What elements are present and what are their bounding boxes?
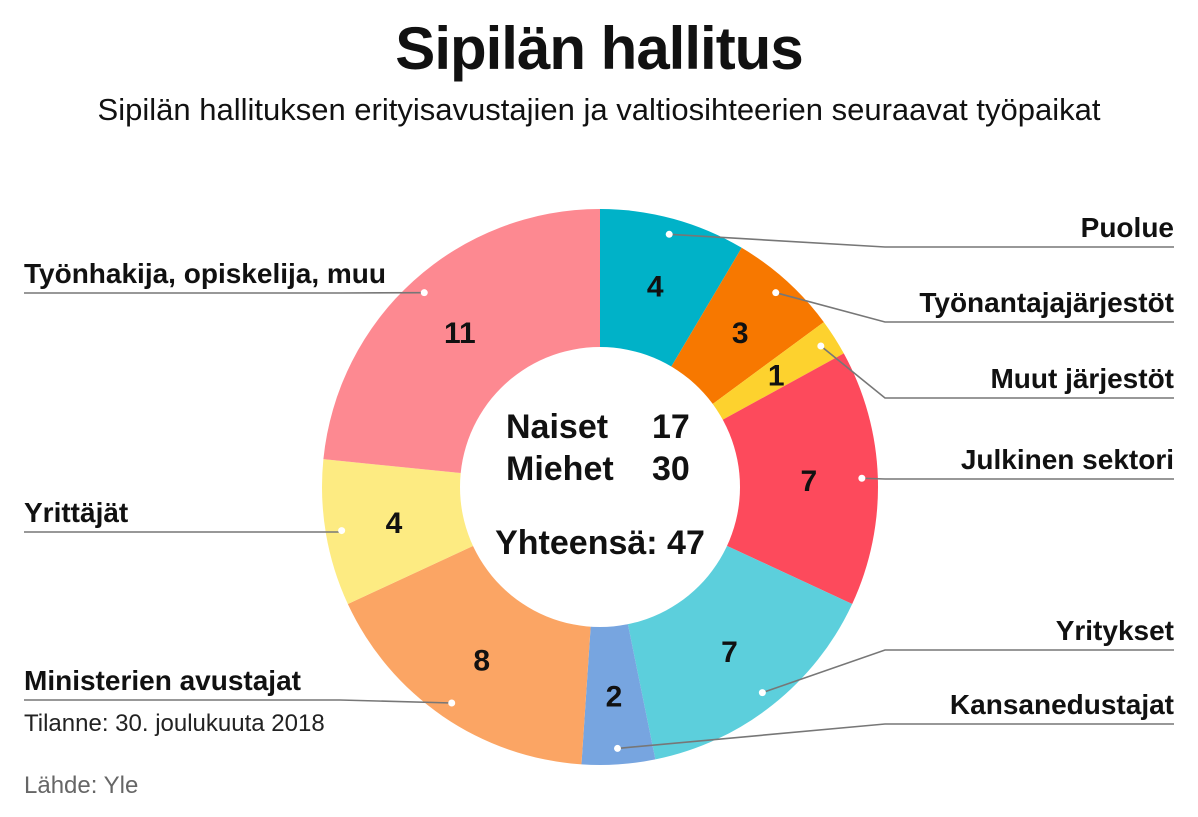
slice-value-label: 3: [732, 317, 749, 350]
leader-dot: [858, 474, 866, 482]
leader-dot: [665, 230, 673, 238]
leader-dot: [613, 744, 621, 752]
leader-line: [617, 723, 1174, 750]
leader-dot: [420, 289, 428, 297]
leader-dot: [758, 689, 766, 697]
chart-subtitle: Sipilän hallituksen erityisavustajien ja…: [97, 92, 1101, 127]
category-label: Kansanedustajat: [950, 689, 1174, 720]
leader-line: [820, 345, 1174, 399]
leader-line: [669, 233, 1174, 248]
category-label: Muut järjestöt: [990, 363, 1174, 394]
center-summary: Naiset 17 Miehet 30 Yhteensä: 47: [495, 408, 705, 562]
slice-value-label: 11: [444, 317, 476, 350]
slice-value-label: 2: [606, 681, 623, 714]
donut-hole: [460, 347, 740, 627]
leader-dot: [817, 342, 825, 350]
category-label: Julkinen sektori: [961, 444, 1174, 475]
status-date-note: Tilanne: 30. joulukuuta 2018: [24, 710, 325, 737]
women-value: 17: [652, 408, 690, 446]
leader-line: [762, 649, 1174, 694]
leader-dot: [772, 289, 780, 297]
category-label: Yritykset: [1056, 615, 1174, 646]
category-label: Puolue: [1081, 212, 1174, 243]
slice-value-label: 4: [647, 270, 664, 303]
women-label: Naiset: [506, 408, 608, 446]
men-value: 30: [652, 450, 690, 488]
total-text: Yhteensä: 47: [495, 524, 705, 562]
slice-value-label: 7: [801, 465, 818, 498]
category-label: Työnantajajärjestöt: [919, 287, 1174, 318]
slice-value-label: 1: [768, 360, 785, 393]
leader-line: [861, 477, 1174, 480]
chart-title: Sipilän hallitus: [395, 15, 803, 82]
slice-value-label: 7: [721, 636, 738, 669]
leader-dot: [338, 527, 346, 535]
category-label: Ministerien avustajat: [24, 665, 301, 696]
leader-line: [775, 291, 1174, 323]
men-label: Miehet: [506, 450, 614, 488]
slice-value-label: 4: [386, 507, 403, 540]
source-note: Lähde: Yle: [24, 772, 139, 799]
category-label: Yrittäjät: [24, 497, 128, 528]
leader-dot: [448, 699, 456, 707]
leader-line: [24, 529, 343, 533]
category-label: Työnhakija, opiskelija, muu: [24, 258, 386, 289]
leader-line: [24, 699, 452, 704]
slice-value-label: 8: [473, 644, 490, 677]
